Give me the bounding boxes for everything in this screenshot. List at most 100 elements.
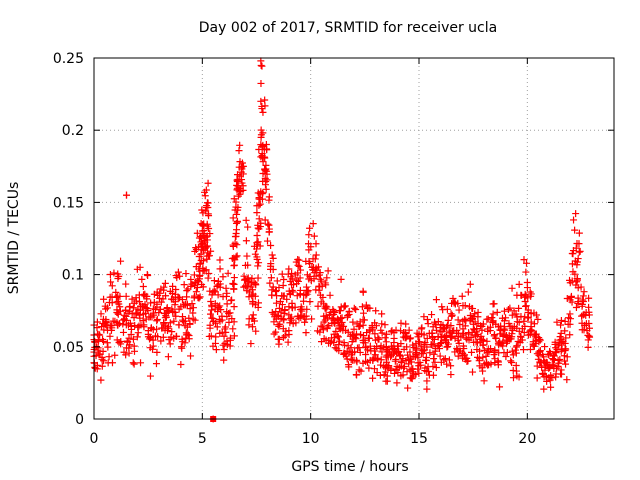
data-point	[278, 301, 286, 309]
data-point	[269, 265, 277, 273]
data-point	[301, 318, 309, 326]
data-point	[323, 303, 331, 311]
data-point	[350, 304, 358, 312]
data-point	[571, 270, 579, 278]
data-point	[431, 358, 439, 366]
data-point	[371, 330, 379, 338]
data-point	[230, 318, 238, 326]
data-point	[572, 210, 580, 218]
data-point	[310, 275, 318, 283]
data-point	[218, 316, 226, 324]
data-point	[497, 322, 505, 330]
data-point	[502, 353, 510, 361]
data-point	[478, 326, 486, 334]
data-point	[416, 358, 424, 366]
data-point	[255, 259, 263, 267]
data-point	[569, 247, 577, 255]
data-point	[470, 338, 478, 346]
data-point	[249, 311, 257, 319]
x-tick-label: 10	[302, 431, 320, 447]
data-point	[429, 362, 437, 370]
data-point	[522, 302, 530, 310]
data-point	[288, 286, 296, 294]
data-point	[323, 323, 331, 331]
data-point	[331, 308, 339, 316]
data-point	[458, 292, 466, 300]
data-point	[340, 322, 348, 330]
data-point	[249, 323, 257, 331]
data-point	[474, 308, 482, 316]
data-point	[152, 360, 160, 368]
data-point	[102, 318, 110, 326]
data-point	[370, 365, 378, 373]
data-point	[378, 348, 386, 356]
data-point	[526, 346, 534, 354]
data-point	[306, 298, 314, 306]
data-point	[223, 337, 231, 345]
data-point	[326, 291, 334, 299]
data-point	[135, 298, 143, 306]
data-point	[164, 327, 172, 335]
data-point	[505, 319, 513, 327]
data-point	[360, 309, 368, 317]
data-point	[176, 272, 184, 280]
data-point	[273, 277, 281, 285]
data-point	[383, 377, 391, 385]
data-point	[517, 312, 525, 320]
data-point	[520, 317, 528, 325]
data-point	[350, 325, 358, 333]
data-point	[141, 300, 149, 308]
data-point	[418, 350, 426, 358]
data-point	[171, 301, 179, 309]
data-point	[561, 347, 569, 355]
data-point	[330, 338, 338, 346]
data-point	[230, 285, 238, 293]
data-point	[261, 216, 269, 224]
data-point	[288, 275, 296, 283]
data-point	[520, 329, 528, 337]
data-point	[220, 346, 228, 354]
data-point	[499, 332, 507, 340]
data-point	[518, 336, 526, 344]
data-point	[479, 353, 487, 361]
data-point	[177, 360, 185, 368]
data-point	[553, 364, 561, 372]
data-point	[229, 214, 237, 222]
data-point	[561, 317, 569, 325]
data-point	[167, 295, 175, 303]
data-point	[509, 326, 517, 334]
data-point	[449, 294, 457, 302]
data-point	[157, 298, 165, 306]
data-point	[344, 311, 352, 319]
data-point	[183, 293, 191, 301]
data-point	[215, 303, 223, 311]
data-point	[153, 316, 161, 324]
data-point	[202, 233, 210, 241]
data-point	[414, 365, 422, 373]
data-point	[149, 336, 157, 344]
data-point	[484, 315, 492, 323]
data-point	[256, 242, 264, 250]
data-point	[484, 327, 492, 335]
data-point	[259, 129, 267, 137]
data-point	[270, 318, 278, 326]
data-point	[153, 288, 161, 296]
data-point	[206, 321, 214, 329]
data-points	[90, 57, 594, 423]
data-point	[205, 269, 213, 277]
data-point	[205, 212, 213, 220]
data-point	[579, 296, 587, 304]
data-point	[147, 299, 155, 307]
data-point	[575, 229, 583, 237]
data-point	[278, 270, 286, 278]
data-point	[491, 347, 499, 355]
data-point	[297, 266, 305, 274]
data-point	[305, 240, 313, 248]
data-point	[232, 198, 240, 206]
data-point	[254, 303, 262, 311]
data-point	[566, 296, 574, 304]
data-point	[584, 336, 592, 344]
data-point	[420, 331, 428, 339]
data-point	[580, 288, 588, 296]
data-point	[285, 327, 293, 335]
